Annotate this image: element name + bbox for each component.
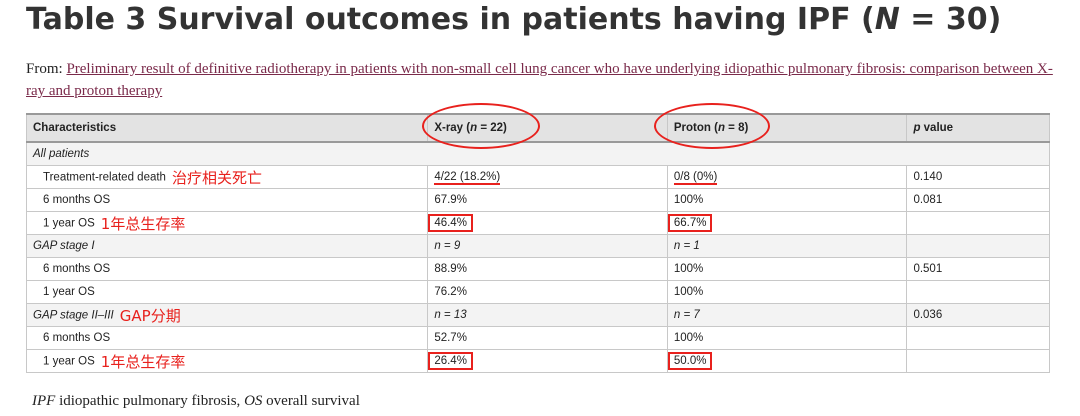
row-label: 6 months OS — [25, 326, 429, 350]
cell-xray: 88.9% — [427, 257, 668, 281]
page-title: Table 3 Survival outcomes in patients ha… — [26, 2, 1002, 37]
cell-xray: n = 13 — [427, 303, 668, 327]
table-row: Treatment-related death 治疗相关死亡 4/22 (18.2… — [25, 165, 1050, 189]
table-row: 1 year OS 76.2% 100% — [25, 280, 1050, 304]
cell-proton: 100% — [666, 188, 908, 212]
col-p-value: p value — [906, 113, 1050, 143]
cell-proton: 50.0% — [666, 349, 908, 373]
cell-p — [906, 211, 1050, 235]
cell-p: 0.501 — [906, 257, 1050, 281]
cell-xray: 26.4% — [427, 349, 668, 373]
row-label: 1 year OS 1年总生存率 — [25, 211, 429, 235]
table-row: 1 year OS 1年总生存率 46.4% 66.7% — [25, 211, 1050, 235]
annotation-text: 1年总生存率 — [100, 352, 186, 371]
table-row: 6 months OS 88.9% 100% 0.501 — [25, 257, 1050, 281]
col-characteristics: Characteristics — [25, 113, 429, 143]
table-row: All patients — [26, 141, 1050, 166]
cell-proton: n = 7 — [666, 303, 908, 327]
cell-proton: 100% — [666, 257, 908, 281]
group-gap-stage-ii-iii: GAP stage II–III GAP分期 — [25, 303, 429, 327]
source-article-link[interactable]: Preliminary result of definitive radioth… — [26, 61, 1053, 99]
table-row: 6 months OS 67.9% 100% 0.081 — [25, 188, 1050, 212]
table-row: GAP stage I n = 9 n = 1 — [25, 234, 1050, 258]
cell-p — [906, 234, 1050, 258]
table-row: GAP stage II–III GAP分期 n = 13 n = 7 0.036 — [25, 303, 1050, 327]
xray-header-ellipse — [422, 103, 540, 149]
survival-table: Characteristics X-ray (n = 22) Proton (n… — [25, 113, 1050, 373]
group-gap-stage-i: GAP stage I — [25, 234, 429, 258]
row-label: 1 year OS — [25, 280, 429, 304]
cell-proton: n = 1 — [666, 234, 908, 258]
group-all-patients: All patients — [26, 141, 1050, 166]
cell-proton: 100% — [666, 326, 908, 350]
cell-xray: 67.9% — [427, 188, 668, 212]
row-label: Treatment-related death 治疗相关死亡 — [25, 165, 429, 189]
cell-xray: 76.2% — [427, 280, 668, 304]
source-citation: From: Preliminary result of definitive r… — [26, 61, 1053, 99]
cell-p: 0.140 — [906, 165, 1050, 189]
annotation-text: 治疗相关死亡 — [171, 168, 262, 187]
proton-header-ellipse — [654, 103, 770, 149]
table-row: 1 year OS 1年总生存率 26.4% 50.0% — [25, 349, 1050, 373]
cell-xray: 46.4% — [427, 211, 668, 235]
row-label: 1 year OS 1年总生存率 — [25, 349, 429, 373]
cell-p — [906, 349, 1050, 373]
cell-xray: 4/22 (18.2%) — [427, 165, 668, 189]
cell-xray: n = 9 — [427, 234, 668, 258]
footnote: IPF idiopathic pulmonary fibrosis, OS ov… — [32, 393, 360, 409]
annotation-text: 1年总生存率 — [100, 214, 186, 233]
cell-p: 0.036 — [906, 303, 1050, 327]
row-label: 6 months OS — [25, 188, 429, 212]
cell-xray: 52.7% — [427, 326, 668, 350]
cell-p — [906, 280, 1050, 304]
cell-p — [906, 326, 1050, 350]
table-row: 6 months OS 52.7% 100% — [25, 326, 1050, 350]
row-label: 6 months OS — [25, 257, 429, 281]
cell-proton: 0/8 (0%) — [666, 165, 908, 189]
annotation-text: GAP分期 — [119, 306, 181, 325]
cell-proton: 66.7% — [666, 211, 908, 235]
cell-p: 0.081 — [906, 188, 1050, 212]
cell-proton: 100% — [666, 280, 908, 304]
